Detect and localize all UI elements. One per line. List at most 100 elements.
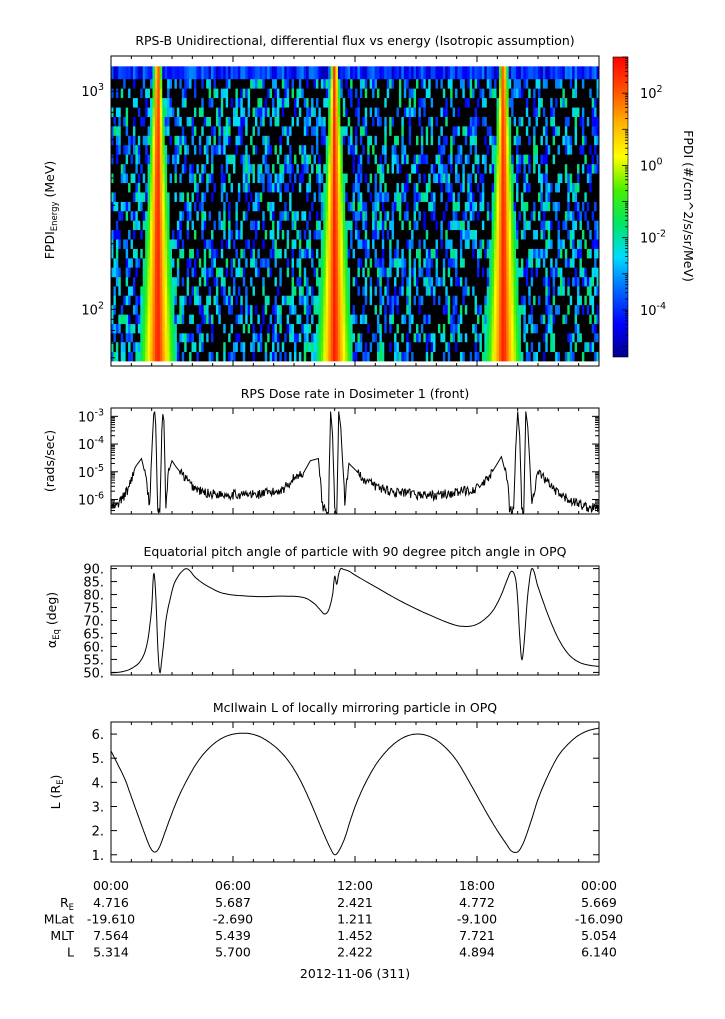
spectrogram-cell — [318, 276, 322, 287]
spectrogram-cell — [596, 220, 600, 231]
spectrogram-cell — [423, 154, 427, 165]
spectrogram-cell — [396, 192, 400, 202]
spectrogram-cell — [579, 192, 583, 202]
spectrogram-cell — [142, 154, 146, 165]
spectrogram-cell — [528, 276, 532, 287]
spectrogram-cell — [206, 163, 209, 174]
spectrogram-cell — [462, 144, 466, 155]
spectrogram-cell — [396, 314, 400, 325]
spectrogram-cell — [240, 341, 244, 353]
spectrogram-cell — [386, 154, 390, 165]
spectrogram-cell — [450, 248, 453, 259]
spectrogram-cell — [240, 314, 244, 325]
spectrogram-cell — [542, 201, 546, 212]
spectrogram-cell — [128, 295, 131, 306]
spectrogram-cell — [516, 314, 519, 325]
spectrogram-cell — [125, 304, 129, 315]
spectrogram-cell — [318, 220, 322, 231]
spectrogram-cell — [506, 125, 510, 136]
spectrogram-cell — [242, 304, 246, 315]
spectrogram-cell — [152, 285, 156, 296]
spectrogram-cell — [579, 304, 583, 315]
spectrogram-cell — [220, 267, 224, 278]
spectrogram-cell — [294, 144, 297, 155]
spectrogram-cell — [211, 192, 214, 202]
spectrogram-cell — [530, 201, 534, 212]
spectrogram-cell — [337, 125, 341, 136]
spectrogram-cell — [362, 135, 366, 146]
spectrogram-cell — [528, 257, 532, 268]
spectrogram-cell — [196, 314, 200, 325]
spectrogram-cell — [115, 285, 119, 296]
spectrogram-cell — [513, 125, 517, 136]
spectrogram-cell — [545, 295, 549, 306]
spectrogram-cell — [408, 163, 412, 174]
spectrogram-cell — [376, 248, 380, 259]
spectrogram-cell — [345, 304, 349, 315]
spectrogram-cell — [491, 125, 495, 136]
spectrogram-cell — [164, 257, 168, 268]
spectrogram-cell — [567, 144, 571, 155]
spectrogram-cell — [198, 125, 202, 136]
spectrogram-cell — [374, 248, 378, 259]
spectrogram-cell — [128, 248, 131, 259]
spectrogram-cell — [518, 285, 522, 296]
spectrogram-cell — [137, 285, 141, 296]
spectrogram-cell — [228, 192, 231, 202]
spectrogram-cell — [162, 248, 166, 259]
spectrogram-cell — [579, 182, 583, 193]
spectrogram-cell — [572, 220, 575, 231]
spectrogram-cell — [318, 144, 322, 155]
spectrogram-cell — [320, 248, 324, 259]
spectrogram-cell — [211, 304, 214, 315]
spectrogram-cell — [477, 295, 480, 306]
spectrogram-cell — [264, 248, 268, 259]
spectrogram-cell — [520, 341, 524, 353]
spectrogram-cell — [145, 276, 148, 287]
spectrogram-cell — [372, 192, 375, 202]
spectrogram-cell — [403, 267, 407, 278]
spectrogram-cell — [169, 239, 173, 249]
spectrogram-cell — [252, 220, 256, 231]
spectrogram-cell — [311, 267, 314, 278]
spectrogram-cell — [445, 332, 449, 343]
spectrogram-cell — [325, 304, 329, 315]
spectrogram-cell — [586, 304, 590, 315]
spectrogram-cell — [250, 144, 253, 155]
spectrogram-cell — [135, 285, 139, 296]
spectrogram-cell — [269, 220, 273, 231]
spectrogram-cell — [352, 125, 356, 136]
spectrogram-cell — [469, 210, 473, 221]
spectrogram-cell — [355, 144, 358, 155]
spectrogram-cell — [281, 125, 285, 136]
spectrogram-cell — [252, 285, 256, 296]
spectrogram-cell — [459, 314, 463, 325]
spectrogram-cell — [145, 154, 148, 165]
spectrogram-cell — [411, 173, 414, 184]
spectrogram-cell — [428, 341, 432, 353]
spectrogram-cell — [347, 323, 351, 334]
spectrogram-cell — [352, 144, 356, 155]
spectrogram-cell — [325, 239, 329, 249]
spectrogram-cell — [462, 220, 466, 231]
spectrogram-cell — [376, 210, 380, 221]
spectrogram-cell — [254, 163, 258, 174]
spectrogram-cell — [525, 163, 529, 174]
spectrogram-cell — [154, 173, 158, 184]
spectrogram-cell — [503, 267, 507, 278]
spectrogram-cell — [193, 173, 197, 184]
spectrogram-cell — [403, 248, 407, 259]
spectrogram-cell — [559, 304, 563, 315]
spectrogram-cell — [335, 201, 339, 212]
spectrogram-cell — [484, 341, 488, 353]
spectrogram-cell — [206, 295, 209, 306]
spectrogram-cell — [491, 341, 495, 353]
spectrogram-cell — [294, 192, 297, 202]
spectrogram-cell — [140, 210, 144, 221]
spectrogram-cell — [459, 257, 463, 268]
spectrogram-cell — [472, 314, 475, 325]
spectrogram-cell — [284, 304, 288, 315]
spectrogram-cell — [291, 304, 295, 315]
spectrogram-cell — [374, 295, 378, 306]
spectrogram-cell — [357, 239, 361, 249]
